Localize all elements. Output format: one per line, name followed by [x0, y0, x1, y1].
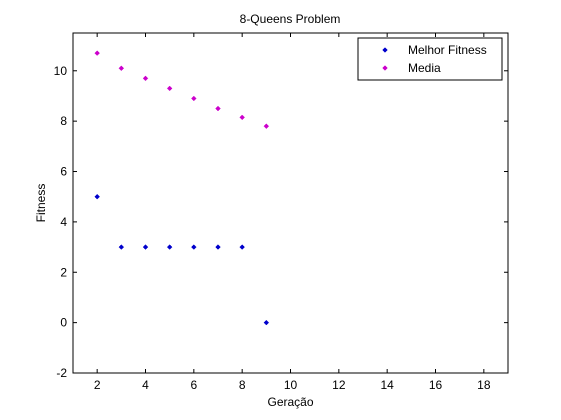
data-point [263, 123, 270, 129]
legend-marker [382, 47, 388, 53]
data-point [263, 319, 270, 326]
legend-label: Melhor Fitness [408, 43, 487, 57]
legend: Melhor Fitness Media [357, 37, 503, 81]
data-point [166, 85, 173, 92]
data-point [191, 244, 197, 250]
x-tick-label: 6 [190, 378, 197, 392]
x-tick-label: 14 [380, 378, 394, 392]
x-tick-label: 16 [429, 378, 443, 392]
chart-title: 8-Queens Problem [240, 12, 341, 26]
x-tick-label: 18 [477, 378, 491, 392]
y-tick-label: 0 [60, 316, 67, 330]
legend-marker [382, 65, 388, 71]
x-tick-label: 2 [94, 378, 101, 392]
legend-label: Media [408, 61, 441, 75]
series-1 [94, 50, 270, 129]
data-point [118, 244, 125, 250]
x-tick-label: 8 [239, 378, 246, 392]
data-point [142, 244, 149, 250]
data-point [215, 244, 221, 250]
x-tick-label: 10 [284, 378, 298, 392]
x-tick-label: 12 [332, 378, 346, 392]
data-point [239, 114, 245, 121]
axis-ticks: 2 4 6 8 10 12 14 16 18 -2 0 2 4 6 8 10 [54, 33, 508, 392]
y-tick-label: 6 [60, 165, 67, 179]
data-points [94, 50, 270, 326]
y-tick-label: 4 [60, 215, 67, 229]
data-point [239, 244, 245, 250]
data-point [118, 65, 125, 72]
data-point [142, 75, 149, 82]
y-tick-label: 8 [60, 114, 67, 128]
series-0 [94, 193, 270, 326]
y-tick-label: -2 [56, 366, 67, 380]
data-point [94, 50, 100, 56]
data-point [94, 193, 100, 200]
y-tick-label: 2 [60, 265, 67, 279]
y-tick-label: 10 [54, 64, 68, 78]
legend-box [357, 37, 503, 81]
x-axis-label: Geração [267, 395, 313, 409]
data-point [166, 244, 173, 250]
data-point [191, 95, 197, 102]
plot-area [72, 32, 509, 374]
data-point [215, 105, 221, 112]
y-axis-label: Fitness [34, 184, 48, 223]
x-tick-label: 4 [142, 378, 149, 392]
